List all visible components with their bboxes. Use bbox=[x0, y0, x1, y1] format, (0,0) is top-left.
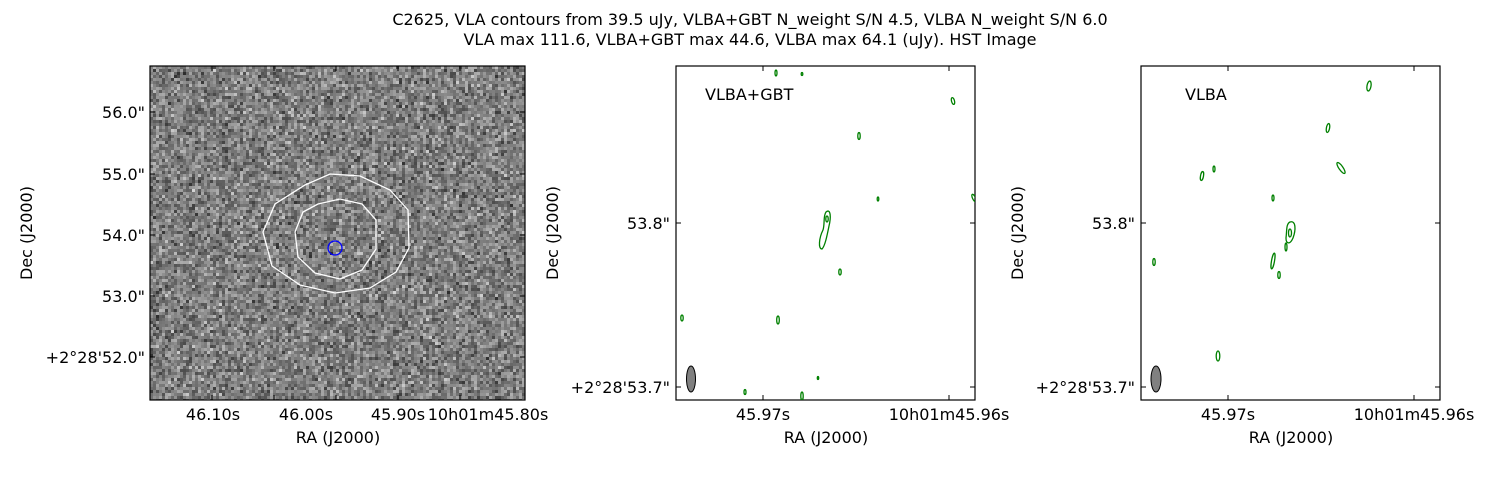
hst-ytick-3: 53.0" bbox=[102, 287, 145, 306]
panel-vlba-gbt: VLBA+GBT 45.97s 10h01m45.96s 53.8" +2°28… bbox=[543, 65, 1010, 447]
vlba-gbt-contour bbox=[800, 391, 804, 400]
vlba-contour bbox=[1212, 165, 1216, 173]
vlba-xtick-1: 10h01m45.96s bbox=[1354, 405, 1475, 424]
vla-contour-inner bbox=[294, 198, 377, 280]
vlba-gbt-contour bbox=[838, 268, 842, 276]
vlba-gbt-ytick-0: 53.8" bbox=[627, 214, 670, 233]
vlba-contour bbox=[1199, 170, 1205, 182]
vlba-contour bbox=[1277, 270, 1281, 280]
vlba-contour bbox=[1271, 194, 1275, 202]
hst-ytick-0: 56.0" bbox=[102, 103, 145, 122]
vlba-gbt-contour bbox=[971, 193, 975, 203]
hst-ytick-2: 54.0" bbox=[102, 226, 145, 245]
vlba-gbt-contour bbox=[774, 69, 778, 77]
vlba-gbt-contour bbox=[950, 96, 956, 106]
vlba-gbt-contour bbox=[816, 375, 820, 381]
vlba-gbt-contour bbox=[680, 314, 684, 322]
panel-vlba-ticks bbox=[1141, 66, 1440, 400]
vlba-contour bbox=[1270, 252, 1276, 270]
vlba-gbt-ylabel: Dec (J2000) bbox=[543, 186, 562, 280]
vlba-contour bbox=[1152, 257, 1156, 267]
vlba-beam bbox=[1150, 365, 1162, 393]
panel-vlba-gbt-frame bbox=[675, 65, 976, 401]
figure-title-line2: VLA max 111.6, VLBA+GBT max 44.6, VLBA m… bbox=[463, 30, 1036, 49]
vlba-ylabel: Dec (J2000) bbox=[1008, 186, 1027, 280]
vlba-gbt-xlabel: RA (J2000) bbox=[784, 428, 868, 447]
hst-xtick-1: 46.00s bbox=[279, 405, 333, 424]
vlba-xlabel: RA (J2000) bbox=[1249, 428, 1333, 447]
hst-xtick-2: 45.90s bbox=[371, 405, 425, 424]
panel-hst-frame bbox=[149, 65, 526, 401]
vlba-gbt-xtick-1: 10h01m45.96s bbox=[889, 405, 1010, 424]
panel-vlba-gbt-ticks bbox=[676, 66, 975, 400]
vlba-gbt-contour bbox=[800, 71, 804, 77]
vlba-gbt-panel-label: VLBA+GBT bbox=[705, 85, 794, 104]
vlba-gbt-contour bbox=[743, 388, 747, 396]
panel-hst-ticks bbox=[150, 66, 525, 400]
vlba-gbt-beam bbox=[686, 365, 696, 393]
vlba-contour bbox=[1336, 161, 1346, 175]
panel-vlba: VLBA 45.97s 10h01m45.96s 53.8" +2°28'53.… bbox=[1008, 65, 1475, 447]
vlba-ytick-0: 53.8" bbox=[1092, 214, 1135, 233]
vlba-contour bbox=[1285, 221, 1296, 244]
vlba-xtick-0: 45.97s bbox=[1201, 405, 1255, 424]
hst-ytick-1: 55.0" bbox=[102, 165, 145, 184]
vlba-gbt-contour bbox=[776, 315, 780, 325]
vlba-gbt-contour bbox=[857, 131, 861, 141]
hst-image bbox=[150, 66, 525, 400]
vlba-ytick-1: +2°28'53.7" bbox=[1036, 378, 1135, 397]
hst-ylabel: Dec (J2000) bbox=[17, 186, 36, 280]
source-marker bbox=[327, 240, 343, 256]
hst-xlabel: RA (J2000) bbox=[296, 428, 380, 447]
vlba-contour bbox=[1287, 228, 1293, 238]
vlba-gbt-contour bbox=[876, 196, 880, 202]
vlba-gbt-contours bbox=[680, 69, 975, 400]
vlba-gbt-contour bbox=[818, 210, 831, 250]
vlba-contour bbox=[1366, 80, 1372, 92]
vlba-contour bbox=[1325, 122, 1331, 134]
panel-vlba-frame bbox=[1140, 65, 1441, 401]
vlba-gbt-contour bbox=[825, 215, 829, 223]
vlba-panel-label: VLBA bbox=[1185, 85, 1227, 104]
vlba-contour bbox=[1284, 242, 1288, 252]
vlba-contour bbox=[1215, 350, 1221, 362]
vlba-contours bbox=[1152, 80, 1372, 362]
panel-hst: 46.10s 46.00s 45.90s 10h01m45.80s 56.0" … bbox=[17, 65, 549, 447]
figure-title-line1: C2625, VLA contours from 39.5 uJy, VLBA+… bbox=[392, 10, 1107, 30]
hst-ytick-4: +2°28'52.0" bbox=[46, 348, 145, 367]
vla-contour-outer bbox=[262, 173, 410, 294]
vlba-gbt-ytick-1: +2°28'53.7" bbox=[571, 378, 670, 397]
vlba-gbt-xtick-0: 45.97s bbox=[736, 405, 790, 424]
hst-xtick-3: 10h01m45.80s bbox=[428, 405, 549, 424]
hst-xtick-0: 46.10s bbox=[186, 405, 240, 424]
vla-contours bbox=[262, 173, 410, 294]
